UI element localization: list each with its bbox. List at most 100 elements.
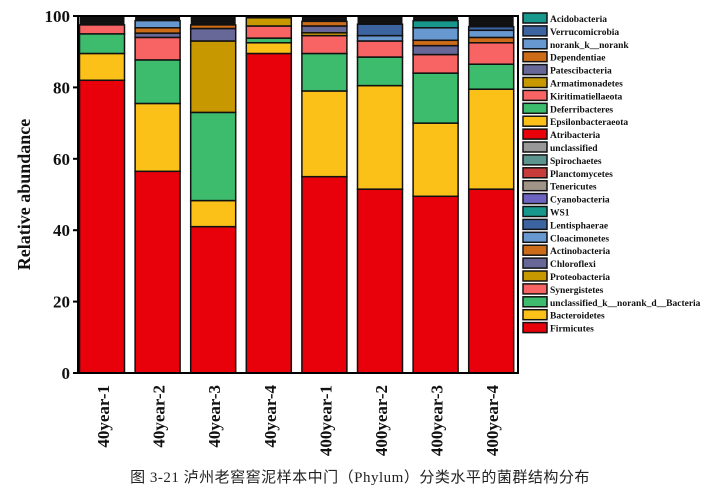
legend-swatch xyxy=(522,38,548,50)
bar-segment-Bacteroidetes xyxy=(78,52,126,82)
legend-swatch xyxy=(522,89,548,102)
figure-caption: 图 3-21 泸州老窖窖泥样本中门（Phylum）分类水平的菌群结构分布 xyxy=(130,470,590,486)
bar-segment-Firmicutes xyxy=(189,225,237,374)
bar-segment-Firmicutes xyxy=(356,188,404,374)
legend-swatch xyxy=(522,154,548,166)
legend-label: WS1 xyxy=(550,209,570,219)
legend-label: unclassified xyxy=(550,144,598,154)
legend-label: Chloroflexi xyxy=(550,260,596,270)
legend-label: Firmicutes xyxy=(550,325,594,335)
x-tick-label: 400year-2 xyxy=(372,385,391,456)
bar-segment-Firmicutes xyxy=(78,79,126,374)
x-tick-label: 40year-4 xyxy=(261,385,280,448)
bar-segment-Firmicutes xyxy=(301,175,348,374)
bar-segment-unclassified_k__norank_d__Bacteria xyxy=(134,59,181,105)
bar-segment-Chloroflexi xyxy=(189,27,237,42)
legend-swatch xyxy=(522,12,548,24)
bar-segment-unclassified_k__norank_d__Bacteria xyxy=(467,63,515,90)
y-tick-label: 0 xyxy=(62,364,71,383)
x-tick-label: 40year-3 xyxy=(205,385,224,448)
bar-segment-Chloroflexi xyxy=(301,25,348,34)
legend-label: unclassified_k__norank_d__Bacteria xyxy=(550,299,701,309)
bar-segment-Bacteroidetes xyxy=(301,90,348,178)
legend-label: Actinobacteria xyxy=(550,247,610,257)
bar-segment-Synergistetes xyxy=(467,42,515,65)
legend-swatch xyxy=(522,257,548,269)
bar-segment-Chloroflexi xyxy=(412,44,459,56)
legend-swatch xyxy=(522,76,548,89)
legend-swatch xyxy=(522,102,548,115)
y-tick-label: 40 xyxy=(53,221,70,240)
legend-label: Spirochaetes xyxy=(550,157,602,167)
legend-label: Acidobacteria xyxy=(550,15,607,25)
y-axis-label: Relative abundance xyxy=(14,119,34,271)
x-tick-label: 400year-3 xyxy=(428,385,447,456)
bar-segment-Synergistetes xyxy=(301,34,348,55)
legend-swatch xyxy=(522,218,548,231)
bar-segment-Synergistetes xyxy=(356,40,404,58)
legend-swatch xyxy=(522,192,548,205)
bar-segment-unclassified_k__norank_d__Bacteria xyxy=(189,111,237,202)
x-tick-label: 40year-2 xyxy=(150,385,169,448)
bar-segment-Synergistetes xyxy=(134,36,181,61)
bar-segment-Proteobacteria xyxy=(245,17,293,27)
legend-swatch xyxy=(522,308,548,321)
legend-label: Lentisphaerae xyxy=(550,221,608,231)
bar-segment-Synergistetes xyxy=(78,24,126,35)
bar-segment-Actinobacteria xyxy=(301,20,348,27)
legend-swatch xyxy=(522,63,548,76)
bar-segment-Proteobacteria xyxy=(189,40,237,114)
bar-segment-Firmicutes xyxy=(467,188,515,374)
y-tick-label: 100 xyxy=(45,7,71,26)
legend-swatch xyxy=(522,179,548,192)
legend-label: Tenericutes xyxy=(550,183,597,193)
legend-swatch xyxy=(522,244,548,256)
x-tick-label: 400year-1 xyxy=(316,385,335,456)
plot-frame xyxy=(77,15,519,374)
legend-swatch xyxy=(522,50,548,63)
bar-segment-Bacteroidetes xyxy=(245,42,293,55)
bar-segment-Bacteroidetes xyxy=(356,84,404,190)
bar-segment-Bacteroidetes xyxy=(412,122,459,198)
bar-segment-Cloacimonetes xyxy=(467,29,515,39)
legend-swatch xyxy=(522,141,548,153)
bar-segment-Firmicutes xyxy=(134,170,181,374)
bar-segment-Bacteroidetes xyxy=(134,102,181,173)
bar-segment-unclassified_k__norank_d__Bacteria xyxy=(301,52,348,92)
legend-swatch xyxy=(522,270,548,282)
legend-swatch xyxy=(522,231,548,244)
legend-label: Patescibacteria xyxy=(550,67,612,77)
bar-segment-Actinobacteria xyxy=(467,36,515,44)
bar-segment-unclassified_k__norank_d__Bacteria xyxy=(78,33,126,55)
legend-label: Cloacimonetes xyxy=(550,234,609,244)
legend-label: Planctomycetes xyxy=(550,170,613,180)
legend-swatch xyxy=(522,205,548,218)
bar-segment-Cloacimonetes xyxy=(412,27,459,42)
bar-segment-Bacteroidetes xyxy=(189,199,237,228)
x-tick-label: 40year-1 xyxy=(94,385,113,448)
bar-segment-Actinobacteria xyxy=(134,27,181,34)
legend-label: Dependentiae xyxy=(550,54,605,64)
legend-swatch xyxy=(522,167,548,179)
bar-segment-Cloacimonetes xyxy=(356,34,404,42)
legend-swatch xyxy=(522,25,548,37)
y-tick-label: 80 xyxy=(53,78,70,97)
y-tick-label: 20 xyxy=(53,293,70,312)
legend-swatch xyxy=(522,283,548,295)
bar-segment-Lentisphaerae xyxy=(356,23,404,37)
legend-label: Atribacteria xyxy=(550,131,600,141)
bar-segment-Actinobacteria xyxy=(412,39,459,47)
y-tick-label: 60 xyxy=(53,150,70,169)
legend-label: Cyanobacteria xyxy=(550,196,610,206)
legend-label: Synergistetes xyxy=(550,286,604,296)
bar-segment-unclassified_k__norank_d__Bacteria xyxy=(412,72,459,124)
bar-segment-Bacteroidetes xyxy=(467,88,515,190)
legend-label: Bacteroidetes xyxy=(550,312,605,322)
x-tick-label: 400year-4 xyxy=(483,385,502,457)
bar-segment-WS1 xyxy=(412,19,459,29)
bar-segment-unclassified_k__norank_d__Bacteria xyxy=(356,56,404,87)
stacked-bar-chart: 40year-1 40year-2 40year-3 40year-4 400year-… xyxy=(14,7,701,457)
bar-segment-Synergistetes xyxy=(245,25,293,39)
bar-segment-Synergistetes xyxy=(412,53,459,74)
